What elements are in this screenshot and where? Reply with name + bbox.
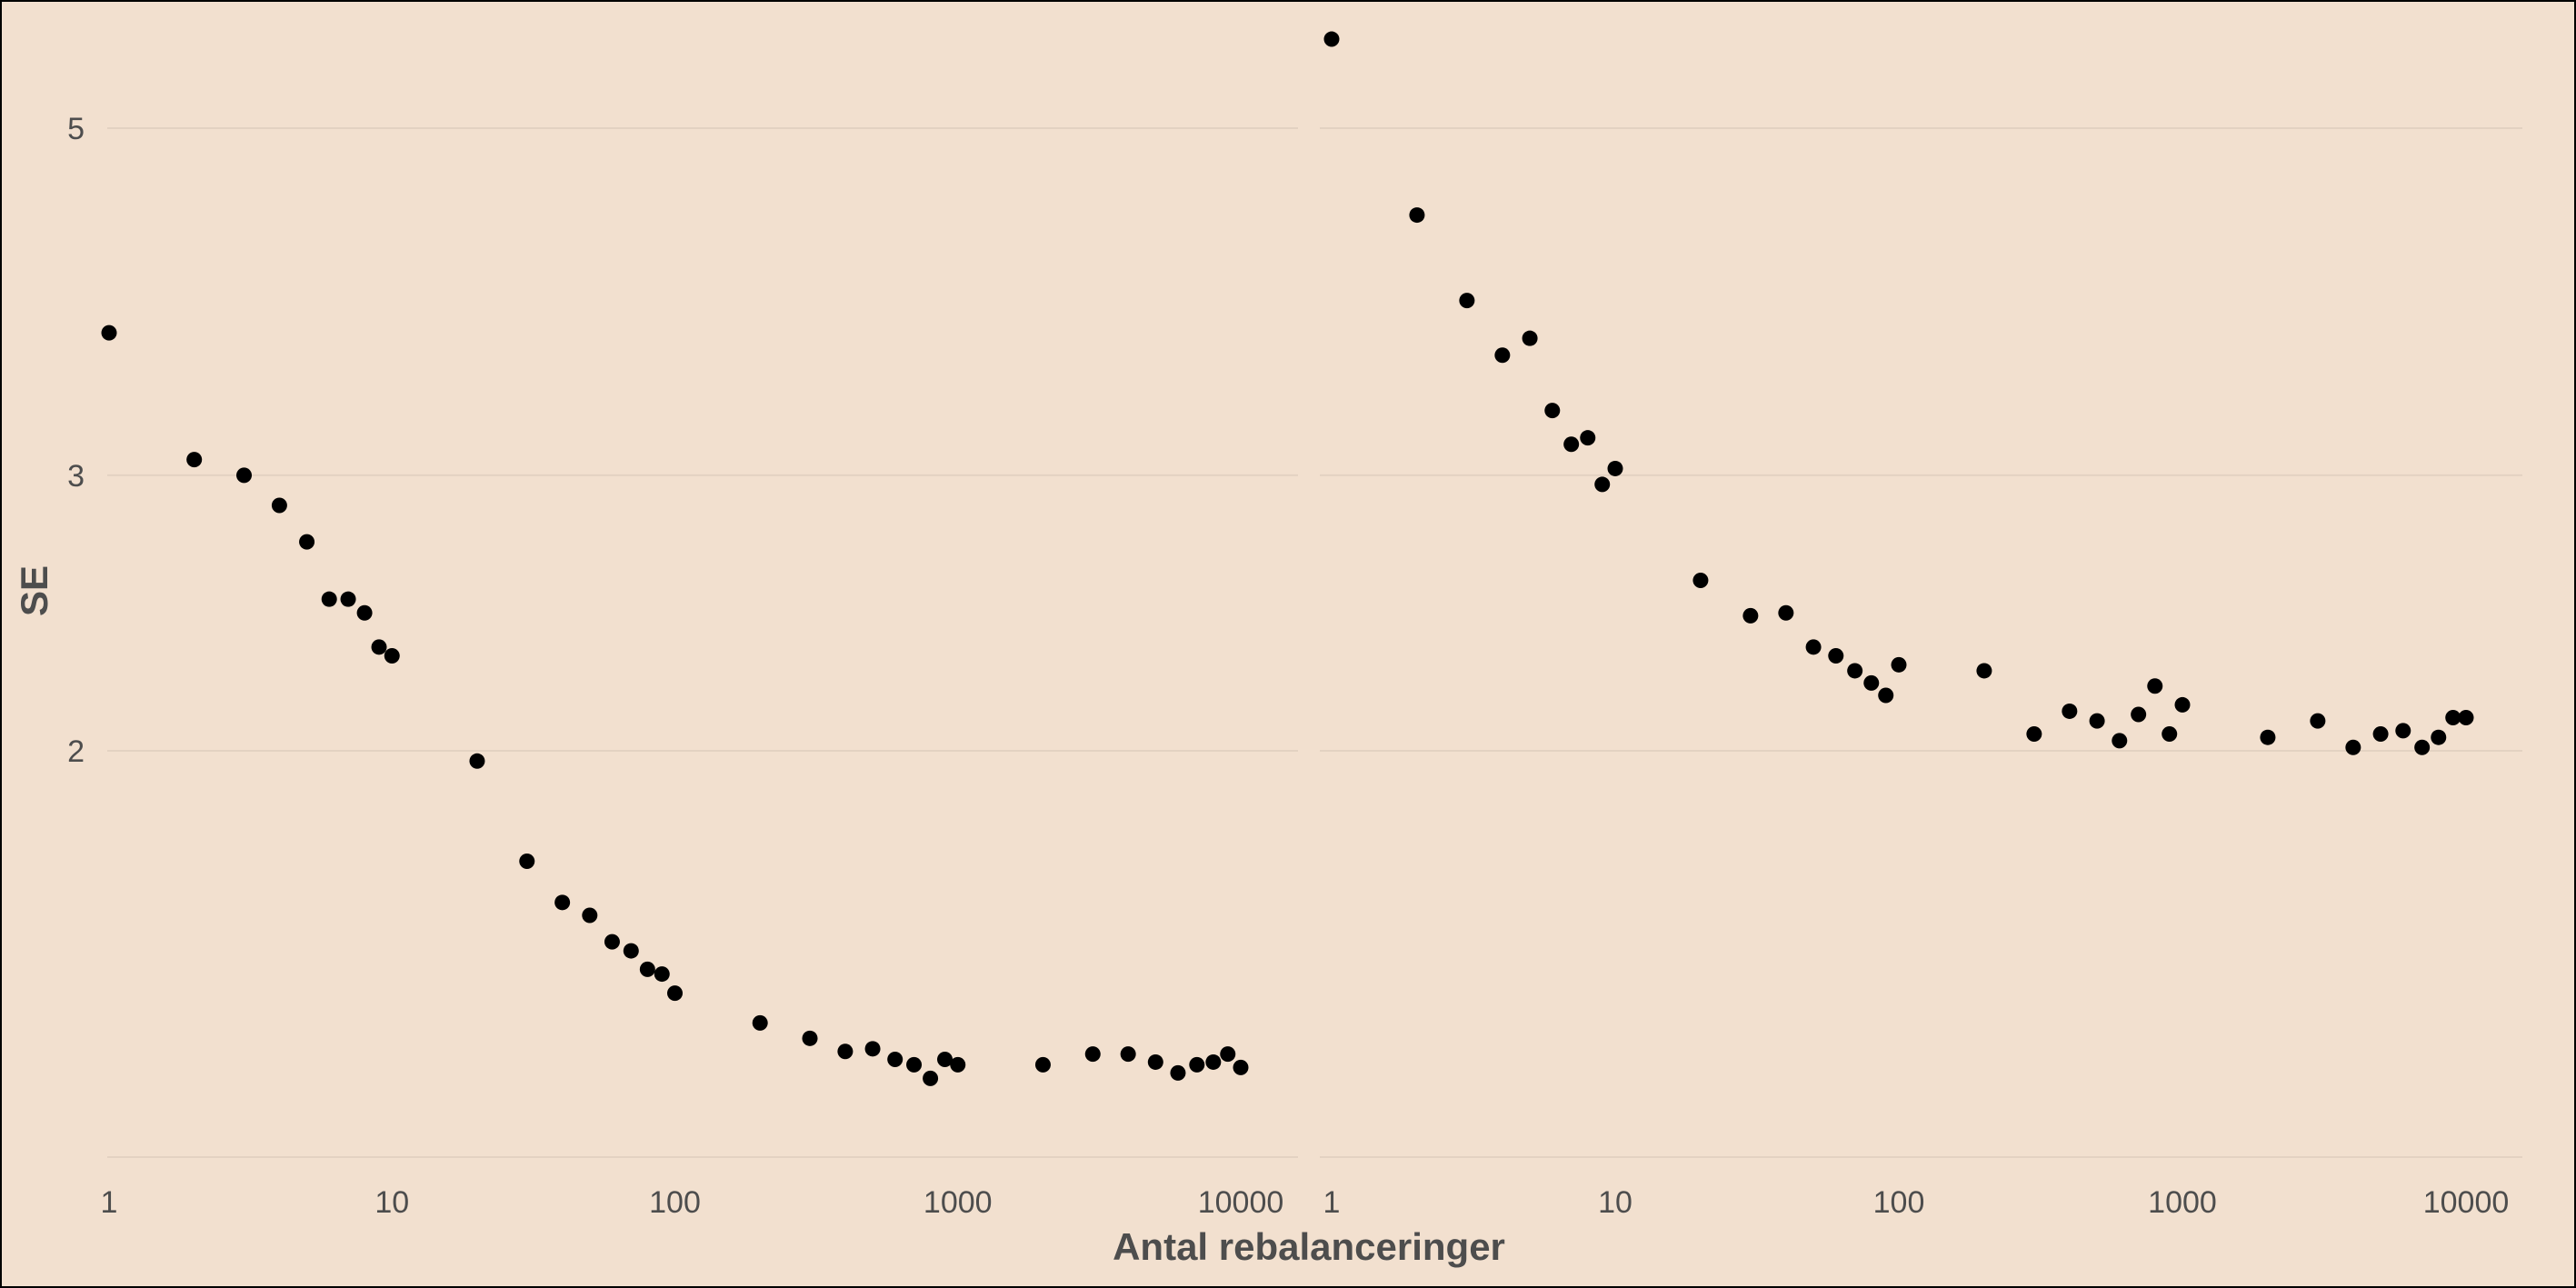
left-data-point [1147,1053,1163,1070]
left-data-point [623,943,639,959]
right-data-point [2372,726,2389,743]
right-data-point [2112,733,2128,749]
left-data-point [236,467,253,484]
right-data-point [1594,476,1611,493]
y-axis-title: SE [13,565,55,616]
right-data-point [1607,460,1623,476]
left-data-point [906,1056,923,1073]
right-data-point [1742,607,1759,624]
x-axis-title: Antal rebalanceringer [1113,1225,1505,1268]
left-x-tick-label: 10 [374,1185,409,1220]
left-data-point [950,1056,966,1073]
left-data-point [1220,1046,1236,1063]
right-data-point [2458,710,2474,726]
left-data-point [554,894,571,911]
right-data-point [1459,293,1475,309]
right-data-point [1863,674,1880,691]
left-data-point [1120,1046,1136,1063]
left-data-point [384,648,400,664]
right-data-point [2147,678,2163,694]
right-data-point [2162,726,2178,743]
left-data-point [469,753,485,769]
right-data-point [2445,710,2461,726]
left-data-point [752,1014,768,1031]
left-data-point [519,853,535,869]
left-data-point [582,907,598,924]
left-data-point [321,591,337,607]
right-data-point [1778,604,1794,621]
right-data-point [1692,573,1709,589]
left-x-tick-label: 1 [101,1185,118,1220]
left-data-point [299,534,315,550]
right-data-point [2026,726,2042,743]
panel-left: 1 10 100 1000 10000 [101,127,1298,1220]
left-data-point [1084,1046,1101,1063]
left-data-point [837,1043,854,1060]
left-data-point [802,1030,818,1046]
left-data-point [604,934,620,950]
left-x-tick-label: 1000 [924,1185,993,1220]
left-data-point [864,1041,881,1057]
right-data-point [2345,739,2361,755]
right-data-point [2131,706,2147,723]
left-data-point [1034,1056,1051,1073]
left-data-point [340,591,356,607]
right-data-point [1805,639,1822,655]
left-x-tick-label: 100 [649,1185,701,1220]
right-data-point [2431,729,2447,745]
left-data-point [101,324,117,341]
right-data-point [1323,31,1340,47]
panel-right: 1 10 100 1000 10000 [1320,31,2522,1220]
right-data-point [2174,696,2191,713]
right-data-point [2089,713,2105,729]
right-data-point [2062,703,2078,719]
right-data-point [1847,663,1863,679]
left-data-point [186,452,203,468]
right-data-point [2414,739,2431,755]
y-axis-ticks: 2 3 5 [67,112,85,769]
right-data-point [1976,663,1992,679]
right-x-tick-label: 1 [1323,1185,1341,1220]
right-x-tick-label: 10000 [2423,1185,2510,1220]
y-tick-label: 5 [67,112,85,146]
right-data-point [1580,430,1596,446]
y-tick-label: 3 [67,459,85,494]
right-data-point [2395,723,2411,739]
right-data-point [1828,648,1844,664]
left-data-point [923,1070,939,1086]
left-data-point [667,985,683,1002]
left-data-point [271,497,287,514]
left-data-point [1205,1053,1222,1070]
left-x-tick-label: 10000 [1198,1185,1284,1220]
left-data-point [654,966,670,983]
left-data-point [887,1051,904,1067]
right-data-point [1494,347,1511,364]
left-data-point [937,1051,954,1067]
right-data-point [2260,729,2276,745]
y-tick-label: 2 [67,734,85,769]
right-x-tick-label: 10 [1598,1185,1632,1220]
left-data-point [1170,1064,1186,1081]
right-data-point [1878,687,1894,704]
right-x-tick-label: 1000 [2148,1185,2217,1220]
right-data-point [1409,207,1425,224]
left-data-point [639,961,655,977]
left-data-point [371,639,387,655]
left-data-point [356,604,373,621]
right-data-point [1522,330,1538,346]
left-data-point [1233,1059,1249,1075]
right-data-point [1563,436,1580,453]
right-data-point [1544,403,1561,419]
right-data-point [2310,713,2326,729]
left-data-point [1189,1056,1205,1073]
right-x-tick-label: 100 [1873,1185,1925,1220]
right-data-point [1891,656,1907,673]
